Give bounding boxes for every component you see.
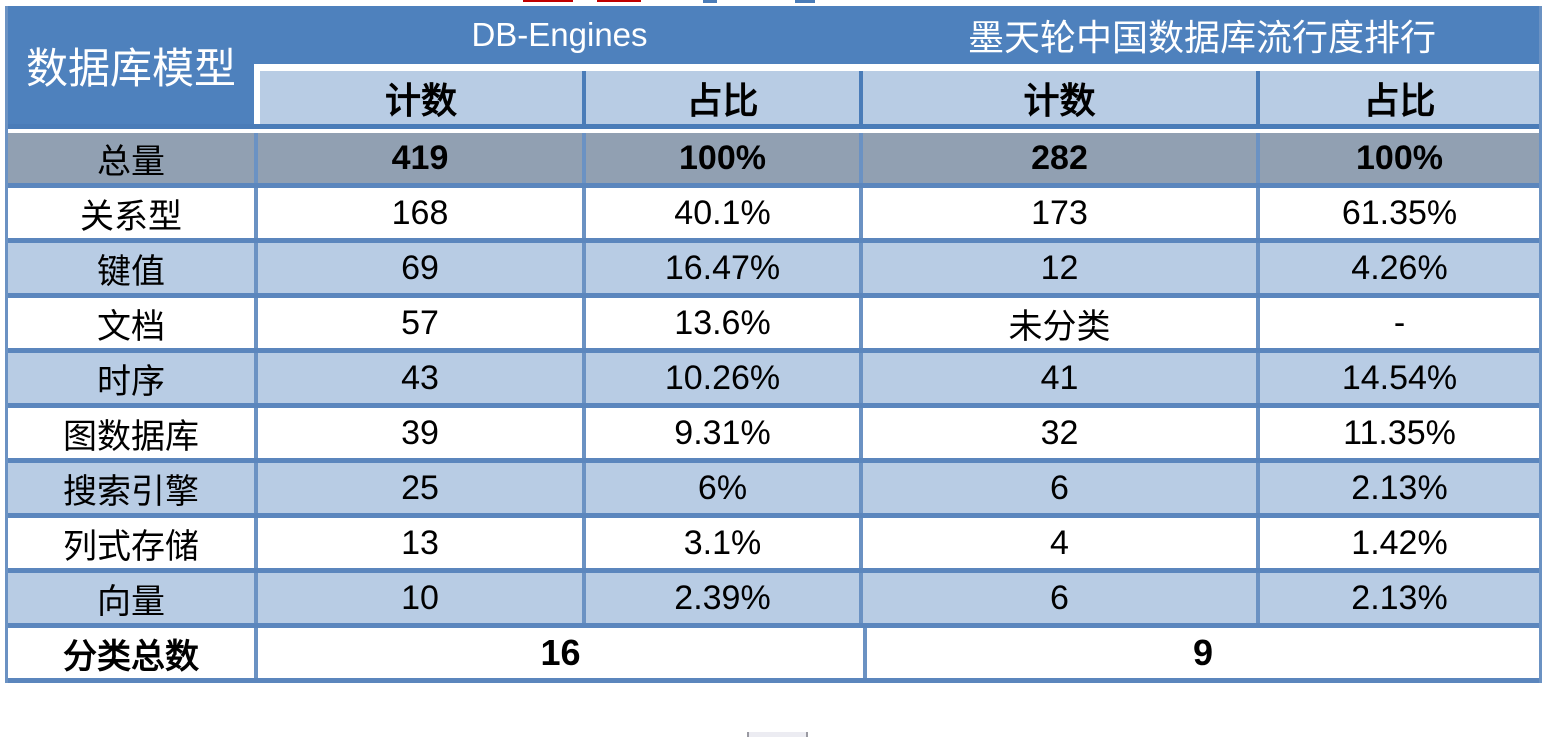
cell-value: 61.35%	[1256, 188, 1539, 238]
clipped-text-artifact	[597, 0, 641, 2]
database-model-comparison-table: 数据库模型 DB-Engines 墨天轮中国数据库流行度排行 计数 占比 计数 …	[5, 6, 1542, 683]
header-bottom-border	[8, 124, 1539, 129]
cell-value: 57	[254, 298, 582, 348]
cell-value: 未分类	[859, 298, 1256, 348]
cell-value: 69	[254, 243, 582, 293]
header-bottom-gap	[8, 129, 1539, 133]
cell-value: 25	[254, 463, 582, 513]
cell-value: 168	[254, 188, 582, 238]
cell-value: 9.31%	[582, 408, 859, 458]
table-row-relational: 关系型 168 40.1% 173 61.35%	[8, 188, 1539, 243]
cell-value: 10.26%	[582, 353, 859, 403]
cell-value: 100%	[582, 133, 859, 183]
corner-header-database-model: 数据库模型	[8, 6, 254, 124]
table-row-columnar: 列式存储 13 3.1% 4 1.42%	[8, 518, 1539, 573]
cell-value: 16.47%	[582, 243, 859, 293]
cell-value: 282	[859, 133, 1256, 183]
clipped-text-artifact	[703, 0, 717, 3]
cell-value: 2.13%	[1256, 463, 1539, 513]
cell-value: 11.35%	[1256, 408, 1539, 458]
table-row-time-series: 时序 43 10.26% 41 14.54%	[8, 353, 1539, 408]
table-row-document: 文档 57 13.6% 未分类 -	[8, 298, 1539, 353]
table-header: 数据库模型 DB-Engines 墨天轮中国数据库流行度排行 计数 占比 计数 …	[8, 6, 1539, 124]
cell-value: 10	[254, 573, 582, 623]
cell-value: 6%	[582, 463, 859, 513]
cell-value: 1.42%	[1256, 518, 1539, 568]
cell-value: 13	[254, 518, 582, 568]
scrollbar-artifact	[747, 732, 808, 737]
cell-value: 4.26%	[1256, 243, 1539, 293]
sub-header-row: 计数 占比 计数 占比	[260, 71, 1539, 124]
table-row-vector: 向量 10 2.39% 6 2.13%	[8, 573, 1539, 628]
table-row-graph: 图数据库 39 9.31% 32 11.35%	[8, 408, 1539, 463]
cell-value: -	[1256, 298, 1539, 348]
row-label: 时序	[97, 363, 165, 401]
cell-value: 43	[254, 353, 582, 403]
merged-cell-db-engines-category-count: 16	[254, 628, 863, 678]
cell-value: 4	[859, 518, 1256, 568]
cell-value: 419	[254, 133, 582, 183]
cell-value: 6	[859, 573, 1256, 623]
cell-value: 100%	[1256, 133, 1539, 183]
cell-value: 173	[859, 188, 1256, 238]
subheader-count-modb: 计数	[859, 71, 1256, 124]
row-label: 图数据库	[63, 418, 199, 456]
subheader-share-modb: 占比	[1256, 71, 1539, 124]
row-label: 分类总数	[63, 638, 199, 676]
cell-value: 39	[254, 408, 582, 458]
row-label: 键值	[97, 253, 165, 291]
table-row-category-total: 分类总数 16 9	[8, 628, 1539, 683]
cell-value: 2.39%	[582, 573, 859, 623]
cell-value: 14.54%	[1256, 353, 1539, 403]
row-label: 搜索引擎	[63, 473, 199, 511]
table-row-key-value: 键值 69 16.47% 12 4.26%	[8, 243, 1539, 298]
group-header-row: DB-Engines 墨天轮中国数据库流行度排行	[248, 6, 1539, 64]
group-header-modb: 墨天轮中国数据库流行度排行	[967, 18, 1436, 58]
table-row-search-engine: 搜索引擎 25 6% 6 2.13%	[8, 463, 1539, 518]
cell-value: 3.1%	[582, 518, 859, 568]
group-header-db-engines: DB-Engines	[471, 16, 648, 53]
cell-value: 32	[859, 408, 1256, 458]
header-white-gap	[254, 64, 1539, 71]
merged-cell-modb-category-count: 9	[863, 628, 1539, 678]
subheader-count-db-engines: 计数	[260, 71, 582, 124]
row-label: 列式存储	[63, 528, 199, 566]
cell-value: 6	[859, 463, 1256, 513]
table-row-total: 总量 419 100% 282 100%	[8, 133, 1539, 188]
row-label: 文档	[97, 308, 165, 346]
row-label: 向量	[97, 583, 165, 621]
clipped-text-artifact	[795, 0, 815, 3]
cell-value: 13.6%	[582, 298, 859, 348]
cell-value: 2.13%	[1256, 573, 1539, 623]
clipped-text-artifact	[523, 0, 573, 2]
cell-value: 40.1%	[582, 188, 859, 238]
header-right-block: DB-Engines 墨天轮中国数据库流行度排行 计数 占比 计数 占比	[248, 6, 1539, 124]
row-label: 总量	[97, 143, 165, 181]
row-label: 关系型	[80, 198, 182, 236]
cell-value: 12	[859, 243, 1256, 293]
cell-value: 41	[859, 353, 1256, 403]
subheader-share-db-engines: 占比	[582, 71, 859, 124]
